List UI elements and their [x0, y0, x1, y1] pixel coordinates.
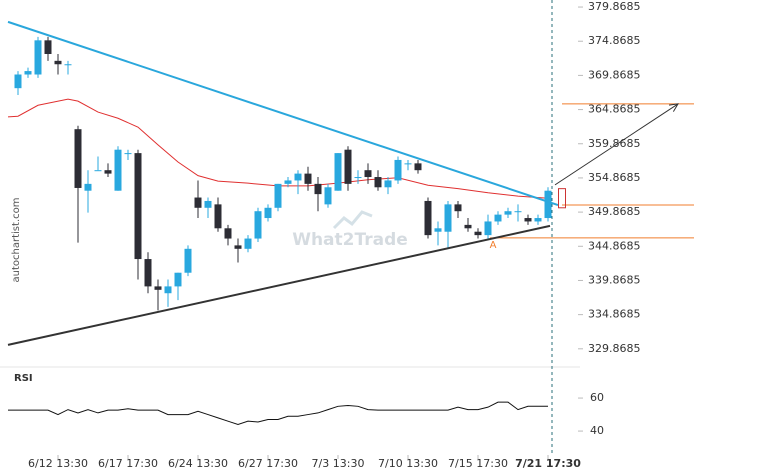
side-text: autochartist.com	[11, 198, 22, 283]
trendline	[7, 224, 551, 346]
y-tick-label: 334.8685	[588, 308, 641, 321]
candle-body	[224, 228, 232, 239]
x-tick-label: 7/3 13:30	[312, 457, 365, 470]
candle-body	[284, 180, 292, 184]
candle-body	[274, 183, 282, 208]
watermark-text: What2Trade	[292, 230, 408, 250]
candle-body	[504, 211, 512, 215]
rsi-y-tick-label: 60	[590, 391, 604, 404]
candle-body	[84, 183, 92, 191]
y-tick-label: 339.8685	[588, 273, 641, 286]
y-tick-label: 359.8685	[588, 137, 641, 150]
candle-body	[244, 238, 252, 249]
candle-body	[294, 173, 302, 181]
candle-body	[394, 159, 402, 181]
y-tick-label: 364.8685	[588, 103, 641, 116]
candle-body	[434, 228, 442, 232]
candle-body	[324, 187, 332, 205]
x-tick-label: 7/21 17:30	[515, 457, 581, 470]
candle-body	[184, 248, 192, 273]
candle-body	[514, 211, 522, 213]
rsi-y-tick-label: 40	[590, 424, 604, 437]
y-tick-label: 329.8685	[588, 342, 641, 355]
candle-body	[304, 173, 312, 184]
candle-body	[204, 200, 212, 208]
arrow-head	[669, 103, 679, 112]
y-tick-label: 344.8685	[588, 239, 641, 252]
candle-body	[424, 200, 432, 236]
candle-body	[344, 149, 352, 184]
candle-body	[494, 214, 502, 222]
candle-body	[544, 190, 552, 219]
candle-body	[254, 211, 262, 239]
candle-body	[144, 259, 152, 287]
candle-body	[374, 177, 382, 188]
rsi-title: RSI	[14, 373, 33, 384]
rsi-line	[8, 401, 548, 425]
x-tick-label: 6/17 17:30	[98, 457, 158, 470]
y-tick-label: 379.8685	[588, 0, 641, 13]
candle-body	[94, 170, 102, 172]
candle-body	[384, 180, 392, 188]
watermark-icon	[332, 210, 373, 230]
candle-body	[524, 218, 532, 222]
candle-body	[334, 153, 342, 191]
candle-body	[444, 204, 452, 232]
candle-body	[314, 183, 322, 195]
candle-body	[194, 197, 202, 208]
candle-body	[114, 149, 122, 191]
trendline	[7, 20, 559, 207]
y-tick-label: 354.8685	[588, 171, 641, 184]
candle-body	[214, 204, 222, 229]
candle-body	[134, 153, 142, 260]
candle-body	[14, 74, 22, 89]
candle-body	[34, 40, 42, 75]
x-tick-label: 6/12 13:30	[28, 457, 88, 470]
candle-body	[164, 286, 172, 294]
x-tick-label: 6/27 17:30	[238, 457, 298, 470]
x-tick-label: 7/15 17:30	[448, 457, 508, 470]
candle-body	[74, 129, 82, 188]
candle-body	[264, 207, 272, 219]
candle-body	[464, 224, 472, 229]
pattern-label: A	[490, 240, 497, 251]
x-tick-label: 6/24 13:30	[168, 457, 228, 470]
candle-body	[364, 170, 372, 178]
moving-average	[7, 98, 549, 199]
candle-body	[174, 272, 182, 287]
candle-body	[484, 221, 492, 236]
candle-body	[534, 218, 542, 222]
x-tick-label: 7/10 13:30	[378, 457, 438, 470]
candle-body	[154, 286, 162, 290]
candle-body	[474, 231, 482, 236]
candle-body	[64, 64, 72, 66]
candle-body	[54, 60, 62, 65]
watermark: What2Trade	[292, 210, 408, 250]
y-tick-label: 369.8685	[588, 68, 641, 81]
candle-body	[24, 71, 32, 75]
candle-body	[354, 177, 362, 179]
y-tick-label: 349.8685	[588, 205, 641, 218]
candle-body	[104, 170, 112, 174]
candle-body	[124, 153, 132, 155]
forecast-arrow	[554, 103, 679, 186]
candle-body	[234, 245, 242, 249]
y-tick-label: 374.8685	[588, 34, 641, 47]
candle-body	[44, 40, 52, 54]
candle-body	[414, 163, 422, 171]
candle-body	[454, 204, 462, 212]
pending-box	[558, 188, 566, 209]
candle-body	[404, 163, 412, 165]
